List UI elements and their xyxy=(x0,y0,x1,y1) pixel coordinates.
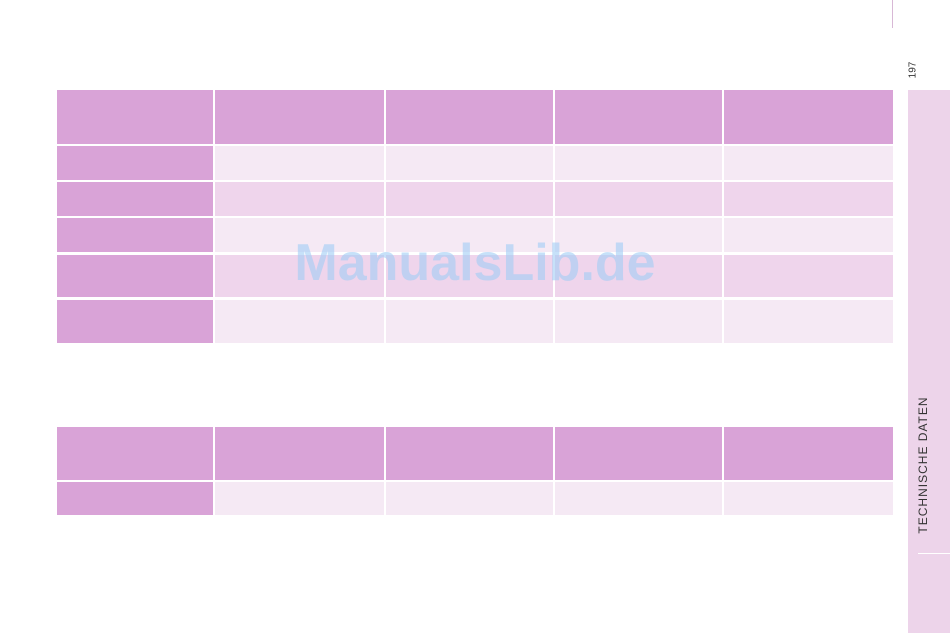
table-cell xyxy=(57,255,213,297)
table-cell xyxy=(215,482,384,515)
table-cell xyxy=(57,427,213,480)
table-cell xyxy=(57,300,213,343)
table-cell xyxy=(724,482,893,515)
table-cell xyxy=(386,182,553,216)
table-cell xyxy=(386,146,553,180)
rule xyxy=(918,553,950,554)
side-tab xyxy=(908,90,950,633)
table-cell xyxy=(57,482,213,515)
table-cell xyxy=(215,427,384,480)
table-cell xyxy=(215,218,384,252)
table-cell xyxy=(724,218,893,252)
watermark: ManualsLib.de xyxy=(294,234,656,292)
table-cell xyxy=(57,146,213,180)
table-cell xyxy=(386,255,553,297)
table-cell xyxy=(724,255,893,297)
table-cell xyxy=(215,146,384,180)
table-cell xyxy=(386,218,553,252)
table-cell xyxy=(57,218,213,252)
page-number: 197 xyxy=(907,61,919,79)
table-cell xyxy=(724,90,893,144)
table-cell xyxy=(555,255,722,297)
table-cell xyxy=(724,146,893,180)
side-tab-label: TECHNISCHE DATEN xyxy=(916,396,930,534)
table-cell xyxy=(555,218,722,252)
table-cell xyxy=(215,300,384,343)
table-cell xyxy=(724,300,893,343)
table-cell xyxy=(724,182,893,216)
rule xyxy=(892,0,893,28)
table-cell xyxy=(57,182,213,216)
table-cell xyxy=(724,427,893,480)
table-cell xyxy=(555,427,722,480)
table-cell xyxy=(555,182,722,216)
table-cell xyxy=(386,90,553,144)
table-cell xyxy=(386,482,553,515)
table-cell xyxy=(386,427,553,480)
table-cell xyxy=(555,146,722,180)
table-cell xyxy=(555,90,722,144)
table-cell xyxy=(555,482,722,515)
table-cell xyxy=(215,182,384,216)
table-cell xyxy=(57,90,213,144)
table-cell xyxy=(215,90,384,144)
table-cell xyxy=(215,255,384,297)
table-cell xyxy=(386,300,553,343)
table-cell xyxy=(555,300,722,343)
